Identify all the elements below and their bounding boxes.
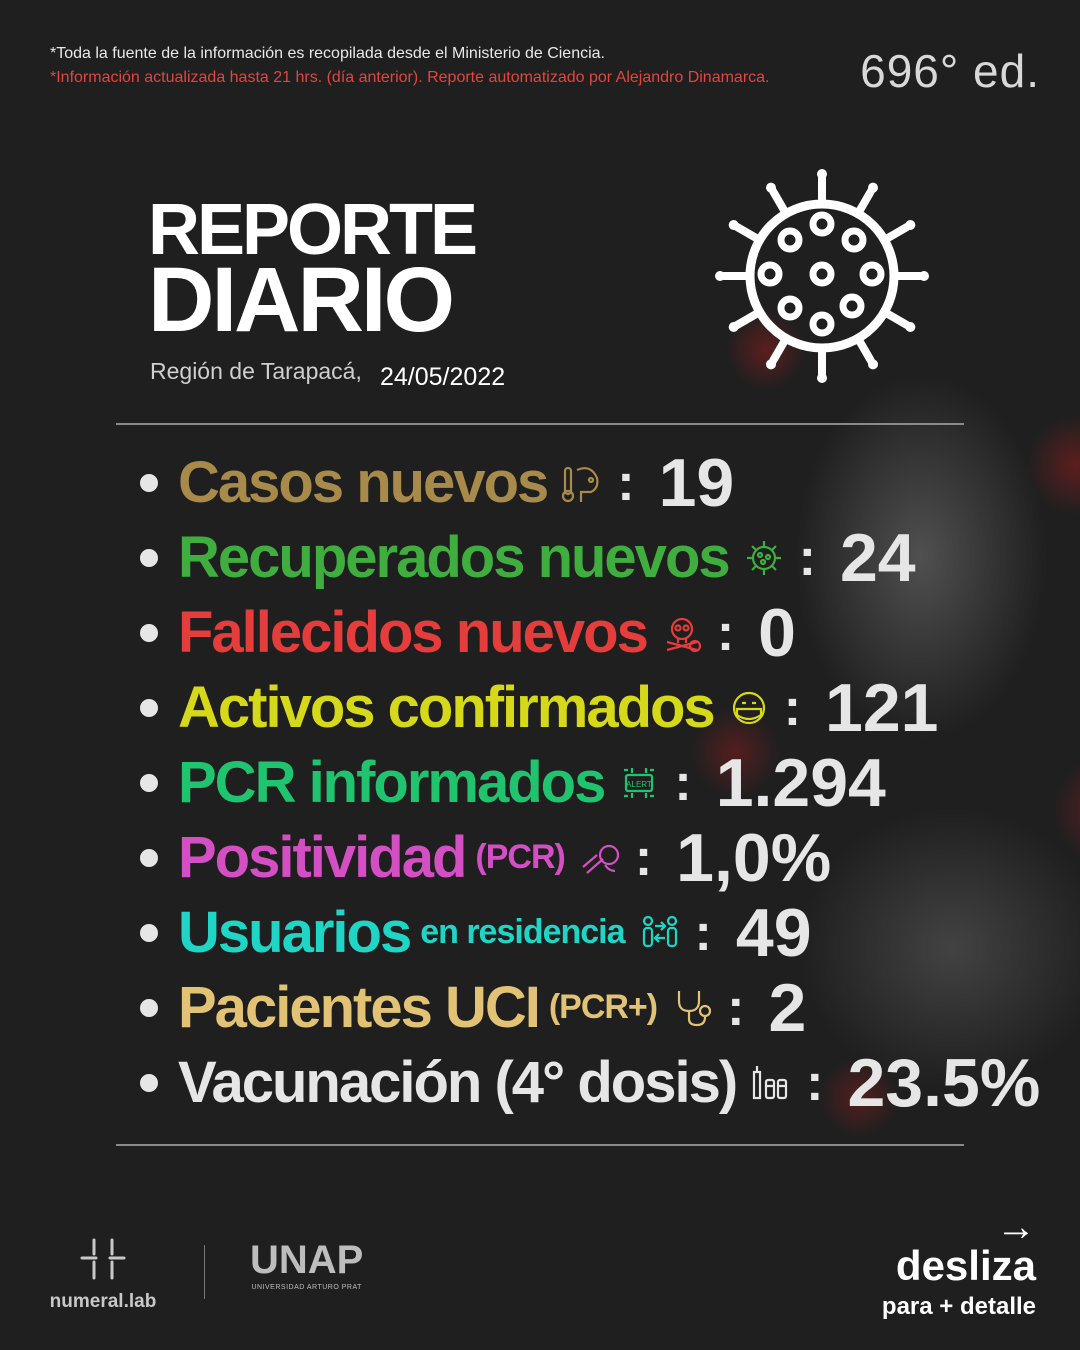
update-note: *Información actualizada hasta 21 hrs. (…: [50, 69, 770, 86]
bullet: [140, 998, 158, 1017]
stat-value: 24: [839, 519, 916, 596]
stat-value: 23.5%: [847, 1044, 1041, 1121]
numeral-lab-logo: numeral.lab: [48, 1236, 158, 1313]
stat-row: PCR informados ALERT:1.294: [140, 744, 1040, 821]
people-transfer-icon: [642, 915, 677, 947]
stat-colon: :: [674, 753, 692, 812]
stat-label: Casos nuevos: [178, 450, 549, 515]
stat-colon: :: [798, 528, 816, 587]
stat-label: PCR informados: [178, 750, 606, 815]
stat-colon: :: [716, 603, 735, 662]
bullet: [140, 548, 158, 567]
arrow-right-icon: →: [996, 1205, 1036, 1249]
title-line-1: REPORTE: [148, 190, 478, 270]
numeral-lab-text: numeral.lab: [49, 1291, 157, 1312]
stat-label: Usuarios: [178, 900, 412, 965]
skull-icon: [666, 617, 701, 652]
swipe-main-text: desliza: [895, 1242, 1036, 1289]
stat-label: Vacunación (4° dosis): [178, 1050, 738, 1115]
stat-label: Fallecidos nuevos: [178, 600, 649, 665]
stat-row: Positividad (PCR):1,0%: [140, 819, 1040, 896]
svg-text:ALERT: ALERT: [627, 780, 653, 789]
unap-text: UNAP: [250, 1238, 364, 1282]
stat-sublabel: en residencia: [420, 913, 625, 951]
stat-value: 0: [758, 594, 796, 671]
stat-colon: :: [783, 678, 802, 737]
numeral-lab-icon: [80, 1238, 126, 1280]
bottom-divider: [116, 1144, 964, 1146]
stat-value: 1.294: [715, 744, 886, 821]
bullet: [140, 848, 158, 867]
stat-row: Casos nuevos:19: [140, 444, 1040, 521]
stat-row: Vacunación (4° dosis):23.5%: [140, 1044, 1041, 1121]
stat-row: Activos confirmados:121: [140, 669, 1040, 746]
footer-separator: [204, 1245, 205, 1299]
mask-face-icon: [732, 691, 765, 724]
virus-icon: [746, 540, 781, 575]
virus-icon: [715, 169, 929, 383]
stethoscope-icon: [678, 990, 712, 1026]
swipe-hint[interactable]: → desliza para + detalle: [881, 1205, 1036, 1321]
top-divider: [116, 423, 964, 425]
bullet: [140, 773, 158, 792]
alert-chip-icon: ALERT: [624, 767, 655, 798]
stat-row: Usuarios en residencia:49: [140, 894, 1040, 971]
page-title: REPORTE DIARIO: [148, 190, 478, 352]
swipe-sub-text: para + detalle: [881, 1293, 1036, 1320]
swab-test-icon: [582, 844, 619, 874]
stat-label: Activos confirmados: [178, 675, 716, 740]
stat-row: Fallecidos nuevos:0: [140, 594, 1040, 671]
bullet: [140, 623, 158, 642]
bullet: [140, 923, 158, 942]
stats-list: Casos nuevos:19 Recuperados nuevos:24 Fall…: [140, 444, 1041, 1121]
stat-sublabel: (PCR): [475, 838, 565, 876]
region-label: Región de Tarapacá,: [150, 358, 362, 384]
title-line-2: DIARIO: [148, 249, 455, 352]
stat-colon: :: [634, 828, 653, 887]
edition-number: 696° ed.: [860, 45, 1040, 97]
stat-value: 49: [735, 894, 812, 971]
bullet: [140, 473, 158, 492]
report-date: 24/05/2022: [380, 363, 506, 391]
unap-logo: UNAP UNIVERSIDAD ARTURO PRAT: [250, 1240, 363, 1291]
stat-colon: :: [694, 903, 712, 962]
stat-sublabel: (PCR+): [548, 988, 658, 1026]
stat-row: Pacientes UCI (PCR+):2: [140, 969, 1040, 1046]
unap-subtext: UNIVERSIDAD ARTURO PRAT: [251, 1284, 362, 1291]
stat-value: 19: [658, 444, 735, 521]
stat-colon: :: [727, 978, 745, 1037]
stat-value: 1,0%: [676, 819, 832, 896]
stat-label: Pacientes UCI: [178, 975, 541, 1040]
stat-colon: :: [617, 453, 635, 512]
thermometer-face-icon: [562, 466, 599, 502]
stat-label: Positividad: [178, 825, 467, 890]
stat-colon: :: [806, 1053, 824, 1112]
stat-value: 121: [825, 669, 939, 746]
source-note: *Toda la fuente de la información es rec…: [50, 45, 605, 62]
stat-row: Recuperados nuevos:24: [140, 519, 1040, 596]
bullet: [140, 1073, 158, 1092]
stat-value: 2: [768, 969, 807, 1046]
stat-label: Recuperados nuevos: [178, 525, 731, 590]
bullet: [140, 698, 158, 717]
vaccine-icon: [753, 1065, 788, 1099]
